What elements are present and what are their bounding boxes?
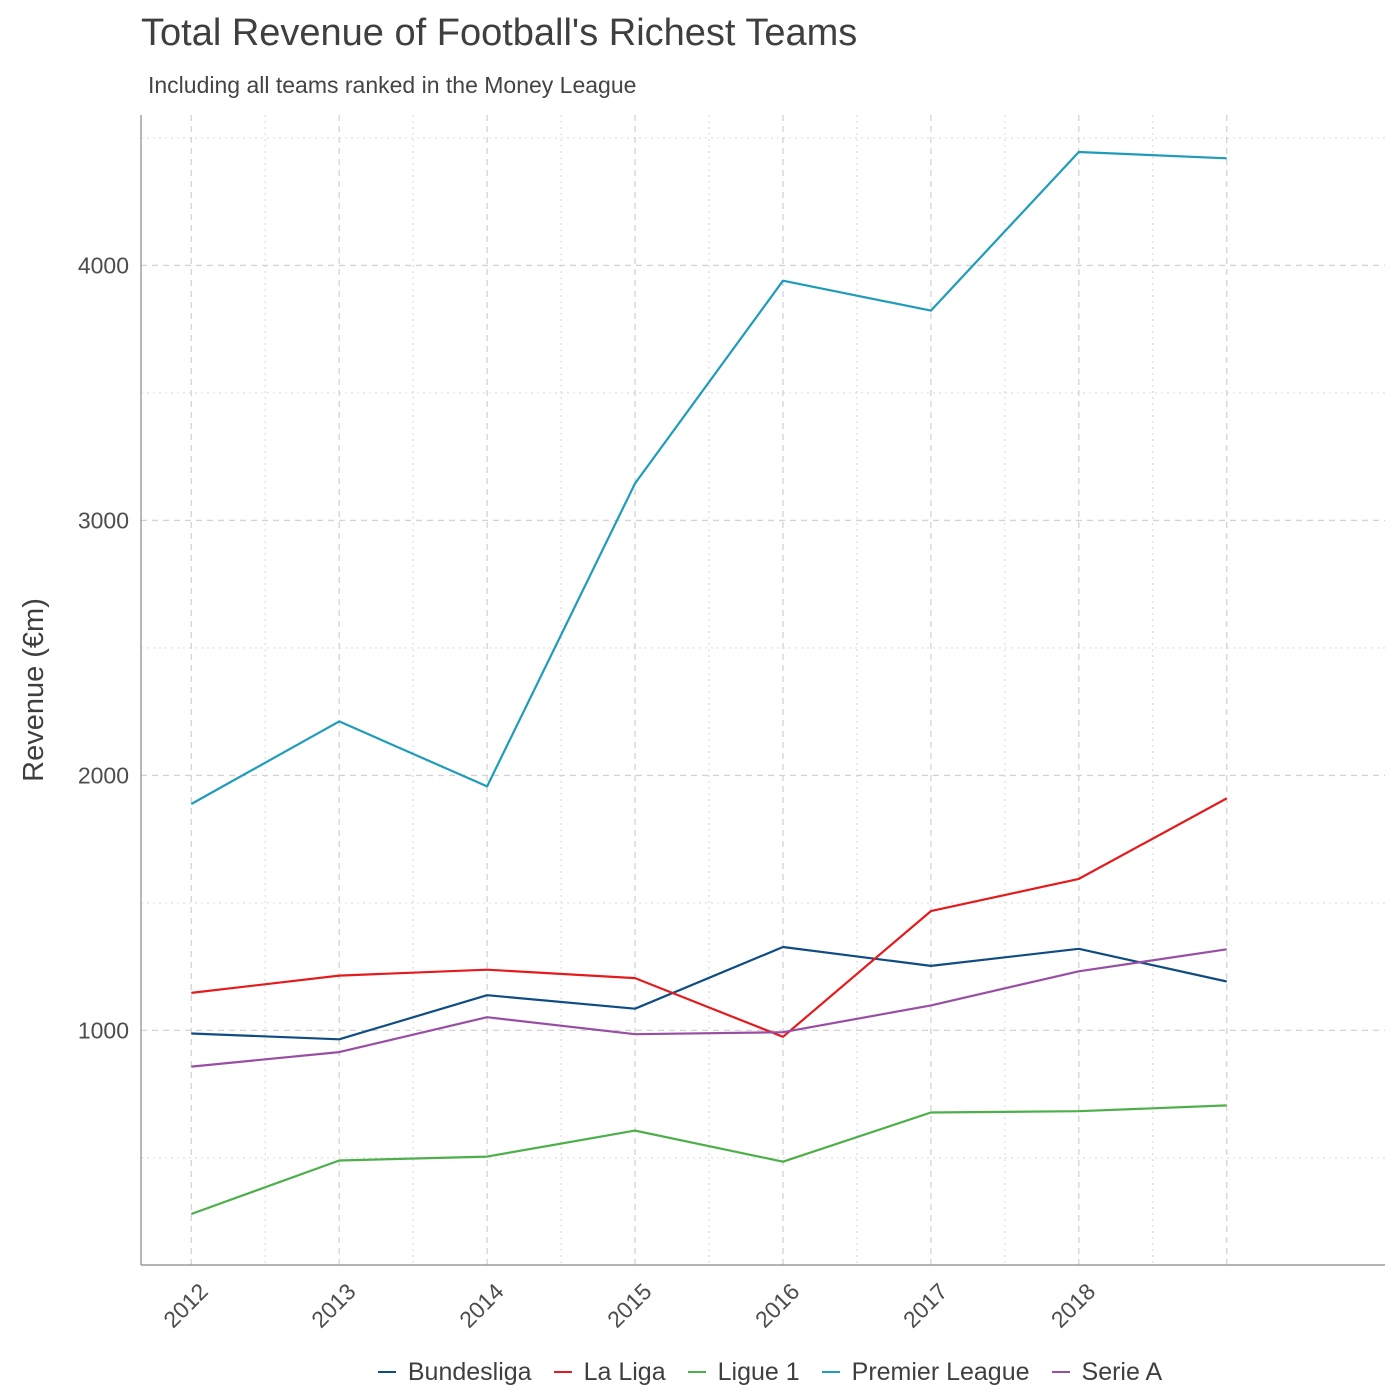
legend: Bundesliga La Liga Ligue 1 Premier League Se… [0, 1352, 1400, 1392]
y-tick-label: 1000 [78, 1017, 129, 1043]
legend-label: Bundesliga [407, 1357, 532, 1386]
legend-key [1051, 1371, 1070, 1373]
legend-key [687, 1371, 706, 1373]
legend-label: Ligue 1 [717, 1357, 800, 1386]
y-tick-label: 3000 [78, 507, 129, 533]
legend-item-serie-a: Serie A [1051, 1357, 1163, 1387]
x-tick-label: 2017 [898, 1278, 953, 1333]
x-tick-label: 2013 [306, 1278, 361, 1333]
line-chart: 1000 2000 3000 4000 2012 2013 2014 2015 2016 2017… [18, 115, 1385, 1333]
legend-key [553, 1371, 572, 1373]
chart-subtitle: Including all teams ranked in the Money … [148, 72, 637, 98]
x-tick-label: 2012 [158, 1278, 213, 1333]
legend-label: Premier League [851, 1357, 1030, 1386]
legend-item-premier-league: Premier League [821, 1357, 1030, 1387]
x-tick-label: 2015 [602, 1278, 657, 1333]
legend-label: La Liga [583, 1357, 666, 1386]
y-tick-label: 2000 [78, 762, 129, 788]
legend-item-bundesliga: Bundesliga [377, 1357, 532, 1387]
x-tick-label: 2016 [750, 1278, 805, 1333]
legend-key [821, 1371, 840, 1373]
y-axis-title: Revenue (€m) [18, 598, 50, 782]
y-tick-label: 4000 [78, 252, 129, 278]
chart-title: Total Revenue of Football's Richest Team… [141, 12, 858, 54]
series-line-bundesliga [191, 945, 1227, 1041]
legend-key [377, 1371, 396, 1373]
series-line-la-liga [191, 797, 1228, 1038]
legend-label: Serie A [1081, 1357, 1163, 1386]
series-line-premier-league [190, 150, 1227, 805]
series-line-serie-a [191, 948, 1227, 1068]
legend-item-ligue-1: Ligue 1 [687, 1357, 800, 1387]
legend-item-la-liga: La Liga [553, 1357, 666, 1387]
series-line-ligue-1 [190, 1104, 1227, 1216]
x-tick-label: 2014 [454, 1278, 509, 1333]
x-tick-label: 2018 [1046, 1278, 1101, 1333]
